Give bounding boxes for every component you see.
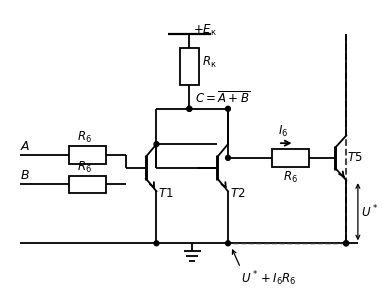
Text: $T5$: $T5$ — [347, 152, 363, 165]
Circle shape — [226, 155, 231, 160]
Circle shape — [187, 106, 192, 111]
Text: $I_6$: $I_6$ — [278, 124, 288, 139]
Text: $T2$: $T2$ — [230, 187, 246, 200]
Text: $U^*+I_6R_6$: $U^*+I_6R_6$ — [241, 270, 296, 288]
Bar — [180, 48, 199, 85]
Bar — [69, 175, 106, 193]
Text: $R_6$: $R_6$ — [77, 130, 92, 145]
Text: $A$: $A$ — [20, 140, 31, 153]
Circle shape — [344, 241, 349, 246]
Text: $B$: $B$ — [20, 169, 30, 182]
Text: $T1$: $T1$ — [159, 187, 174, 200]
Circle shape — [344, 241, 348, 246]
Bar — [69, 146, 106, 164]
Circle shape — [187, 106, 192, 111]
Bar — [272, 149, 309, 167]
Circle shape — [154, 142, 159, 147]
Circle shape — [226, 241, 231, 246]
Text: $R_6$: $R_6$ — [283, 170, 298, 185]
Text: $U^*$: $U^*$ — [361, 204, 378, 220]
Text: $R_6$: $R_6$ — [77, 159, 92, 175]
Circle shape — [226, 106, 231, 111]
Text: $C=\overline{A+B}$: $C=\overline{A+B}$ — [195, 90, 250, 106]
Text: $+E_{\rm к}$: $+E_{\rm к}$ — [193, 22, 217, 38]
Text: $R_{\rm к}$: $R_{\rm к}$ — [202, 55, 217, 70]
Circle shape — [154, 241, 159, 246]
